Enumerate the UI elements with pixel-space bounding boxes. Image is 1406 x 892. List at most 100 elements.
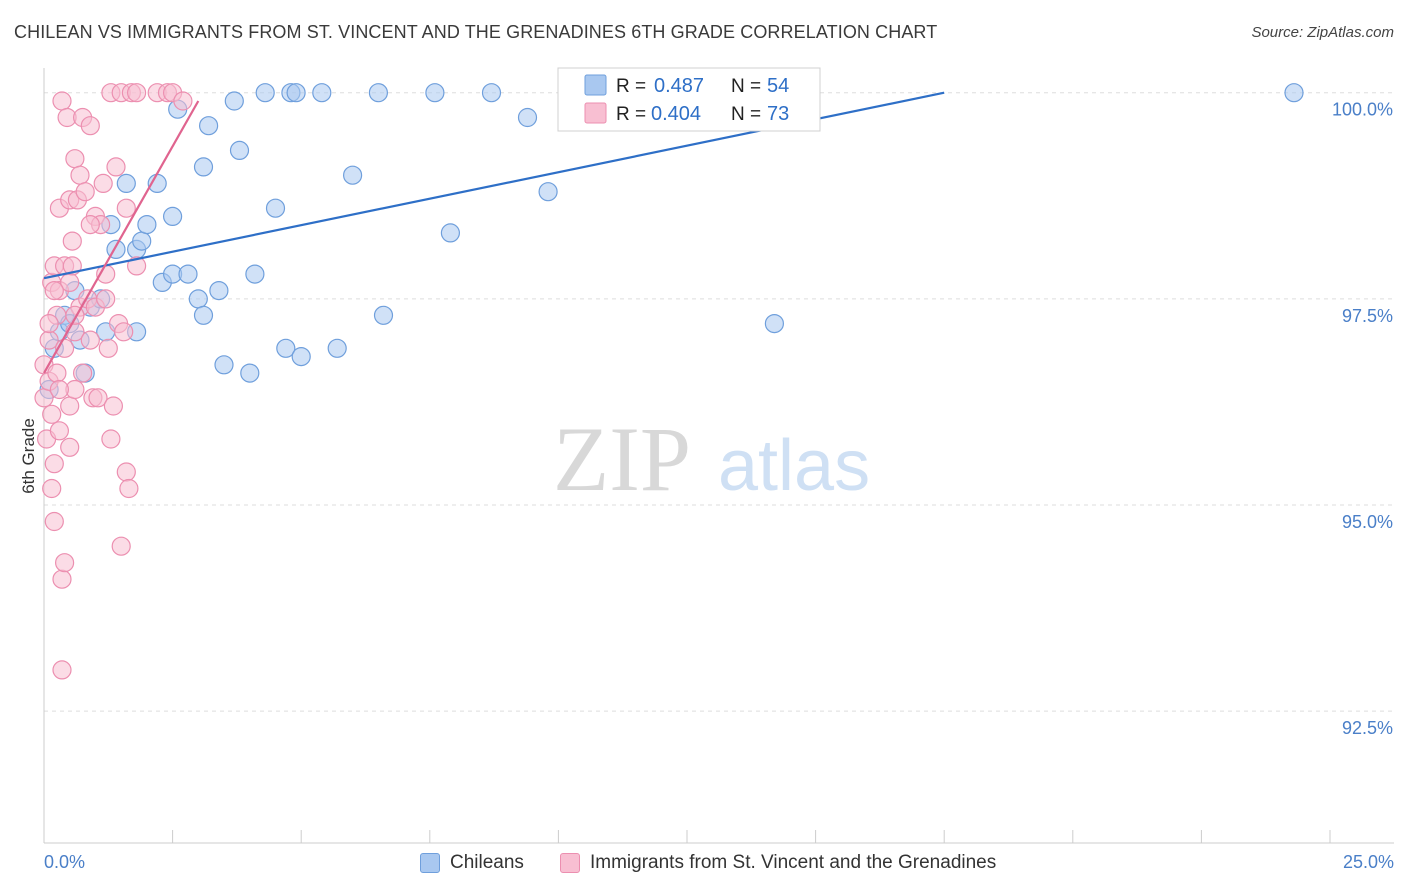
chart-title: CHILEAN VS IMMIGRANTS FROM ST. VINCENT A… bbox=[14, 22, 938, 42]
immigrants-trend-line bbox=[43, 100, 200, 374]
chileans-point bbox=[764, 314, 785, 334]
legend-n-label-0: N = bbox=[731, 76, 761, 97]
chileans-point bbox=[425, 83, 445, 103]
chileans-point bbox=[373, 305, 394, 325]
chileans-point bbox=[188, 289, 208, 309]
legend-swatch-chileans bbox=[584, 74, 607, 96]
legend-r-label-0: R = bbox=[616, 76, 646, 97]
bottom-legend-label-chileans: Chileans bbox=[450, 852, 524, 873]
immigrants-point bbox=[49, 421, 70, 441]
immigrants-point bbox=[127, 256, 147, 276]
immigrants-point bbox=[101, 429, 121, 449]
immigrants-point bbox=[47, 363, 67, 383]
y-tick-labels: 92.5% 95.0% 97.5% 100.0% bbox=[1332, 100, 1393, 738]
y-axis-label: 6th Grade bbox=[19, 418, 38, 494]
chileans-point bbox=[245, 264, 265, 284]
chileans-point bbox=[312, 83, 332, 103]
trend-lines bbox=[43, 91, 945, 374]
immigrants-point bbox=[103, 396, 124, 416]
legend-n-value-1: 73 bbox=[767, 103, 789, 125]
legend-r-value-1: 0.404 bbox=[651, 103, 701, 125]
immigrants-point bbox=[44, 281, 64, 301]
immigrants-point bbox=[54, 553, 75, 573]
chileans-point bbox=[240, 363, 260, 383]
chileans-point bbox=[265, 198, 286, 218]
chileans-point bbox=[214, 355, 234, 375]
immigrants-point bbox=[70, 165, 90, 185]
chileans-point bbox=[116, 173, 136, 193]
chileans-point bbox=[1284, 83, 1304, 103]
immigrants-point bbox=[173, 91, 193, 111]
immigrants-point bbox=[39, 314, 59, 334]
legend-n-value-0: 54 bbox=[767, 75, 789, 97]
immigrants-point bbox=[106, 157, 126, 177]
source-label: Source: ZipAtlas.com bbox=[1251, 24, 1394, 41]
bottom-legend-label-immigrants: Immigrants from St. Vincent and the Gren… bbox=[590, 852, 997, 873]
bottom-legend-item-chileans: Chileans bbox=[420, 852, 524, 874]
immigrants-point bbox=[80, 116, 100, 136]
immigrants-point bbox=[60, 396, 80, 416]
immigrants-point bbox=[119, 478, 139, 499]
axes bbox=[43, 68, 1394, 844]
series-immigrants-points bbox=[34, 83, 193, 680]
watermark: ZIP atlas bbox=[553, 408, 870, 510]
chileans-point bbox=[440, 223, 460, 243]
chileans-point bbox=[132, 231, 152, 251]
bottom-legend-swatch-chileans bbox=[420, 853, 440, 873]
grid-lines bbox=[44, 92, 1394, 712]
immigrants-point bbox=[96, 289, 116, 309]
immigrants-point bbox=[44, 454, 64, 474]
chileans-point bbox=[163, 206, 183, 226]
immigrants-point bbox=[111, 536, 131, 556]
immigrants-point bbox=[127, 83, 147, 103]
chileans-point bbox=[517, 107, 538, 128]
chileans-point bbox=[193, 157, 214, 177]
chileans-point bbox=[538, 182, 558, 202]
bottom-legend: Chileans Immigrants from St. Vincent and… bbox=[0, 850, 1406, 878]
immigrants-point bbox=[52, 660, 72, 680]
immigrants-point bbox=[49, 379, 70, 400]
immigrants-point bbox=[62, 231, 82, 251]
watermark-zip: ZIP bbox=[553, 408, 691, 510]
x-ticks bbox=[43, 830, 1331, 843]
immigrants-point bbox=[80, 330, 100, 350]
immigrants-point bbox=[116, 198, 136, 218]
chileans-point bbox=[276, 338, 296, 358]
watermark-atlas: atlas bbox=[718, 426, 870, 506]
immigrants-point bbox=[75, 182, 95, 202]
y-tick-label: 97.5% bbox=[1342, 306, 1393, 326]
chileans-point bbox=[209, 281, 229, 301]
chileans-point bbox=[178, 264, 198, 284]
x-axis-min-label: 0.0% bbox=[44, 852, 86, 872]
chileans-point bbox=[481, 83, 502, 103]
x-axis-max-label: 25.0% bbox=[1342, 852, 1394, 872]
immigrants-point bbox=[88, 388, 108, 408]
legend-r-value-0: 0.487 bbox=[654, 75, 704, 97]
legend-box: R = 0.487 N = 54 R = 0.404 N = 73 bbox=[557, 67, 821, 132]
bottom-legend-item-immigrants: Immigrants from St. Vincent and the Gren… bbox=[560, 852, 996, 874]
chileans-point bbox=[193, 305, 214, 325]
chileans-point bbox=[291, 347, 311, 367]
chileans-point bbox=[137, 215, 157, 235]
chileans-point bbox=[343, 165, 363, 185]
chileans-point bbox=[229, 140, 250, 160]
chileans-point bbox=[368, 83, 388, 103]
legend-swatch-immigrants bbox=[584, 102, 607, 124]
immigrants-point bbox=[44, 511, 64, 532]
legend-r-label-1: R = bbox=[616, 104, 646, 125]
chileans-point bbox=[224, 91, 244, 111]
immigrants-point bbox=[52, 569, 72, 589]
immigrants-point bbox=[72, 363, 93, 383]
immigrants-point bbox=[65, 149, 85, 169]
immigrants-point bbox=[93, 173, 113, 193]
chileans-point bbox=[255, 83, 275, 103]
bottom-legend-swatch-immigrants bbox=[560, 853, 580, 873]
immigrants-point bbox=[42, 404, 62, 424]
chileans-point bbox=[286, 83, 306, 103]
immigrants-point bbox=[116, 462, 136, 482]
immigrants-point bbox=[42, 478, 62, 499]
immigrants-point bbox=[114, 322, 134, 342]
immigrants-point bbox=[80, 215, 100, 235]
y-tick-label: 92.5% bbox=[1342, 718, 1393, 738]
